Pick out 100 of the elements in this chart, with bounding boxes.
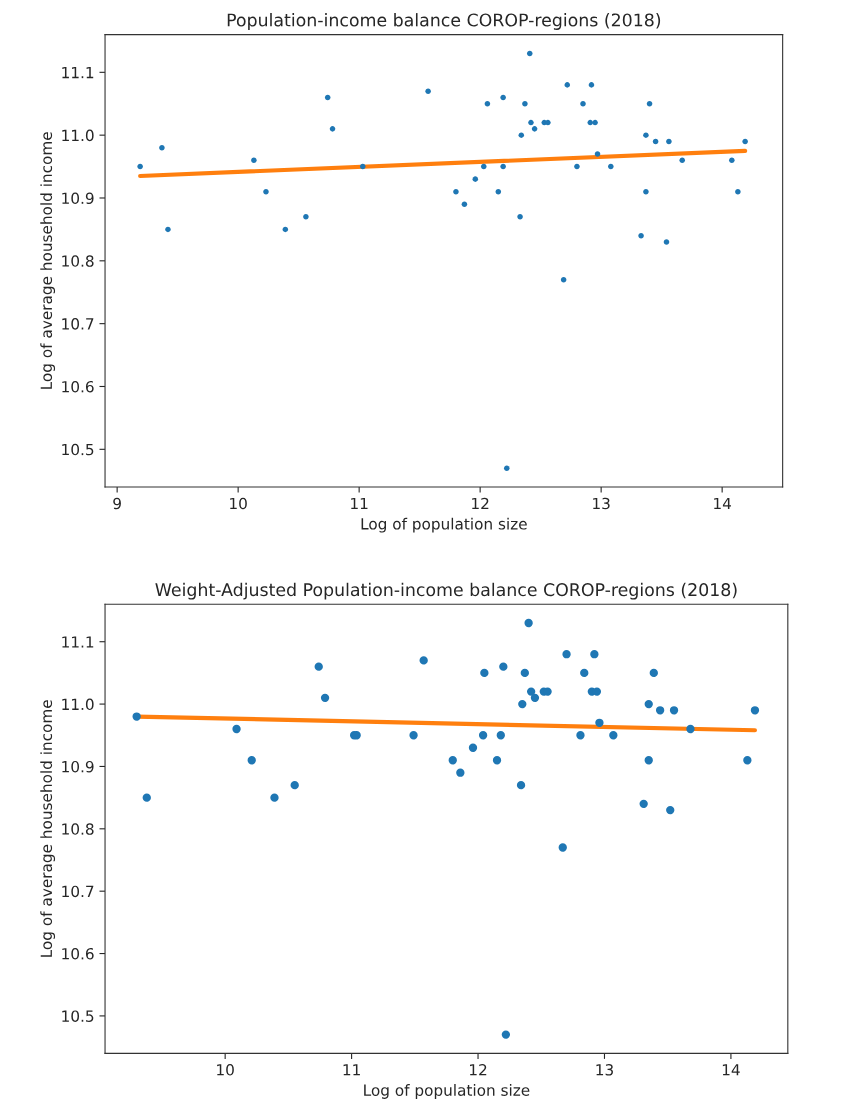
point — [159, 144, 165, 151]
point — [638, 232, 644, 239]
point — [743, 756, 752, 765]
point — [530, 693, 540, 703]
point — [587, 119, 594, 126]
point — [468, 743, 478, 752]
point — [663, 239, 670, 245]
y-tick-label: 10.7 — [62, 885, 94, 898]
y-tick-label: 10.9 — [62, 192, 94, 205]
x-tick-label: 13 — [593, 497, 610, 510]
x-axis-title: Log of population size — [364, 1084, 530, 1099]
x-axis-title: Log of population size — [361, 517, 527, 533]
x-tick-label: 10 — [230, 497, 247, 510]
point — [496, 731, 505, 740]
point — [666, 138, 672, 145]
y-axis-title: Log of average household income — [40, 132, 56, 389]
point — [666, 805, 675, 815]
x-tick-label: 10 — [217, 1064, 234, 1076]
point — [669, 706, 679, 715]
point — [251, 157, 257, 164]
y-tick-label: 10.8 — [62, 255, 94, 267]
y-tick-label: 10.9 — [62, 760, 94, 773]
point — [595, 718, 604, 727]
point — [461, 201, 468, 208]
x-tick-label: 11 — [343, 1064, 360, 1076]
point — [518, 699, 527, 709]
x-tick-label: 14 — [714, 497, 732, 510]
point — [560, 276, 567, 283]
point — [247, 756, 256, 765]
x-tick-label: 12 — [470, 1064, 487, 1076]
point — [324, 94, 331, 101]
point — [679, 157, 685, 164]
x-tick-label: 13 — [596, 1064, 613, 1076]
point — [232, 724, 241, 734]
point — [165, 226, 171, 233]
point — [501, 1030, 511, 1039]
point — [360, 163, 366, 170]
point — [314, 662, 323, 671]
point — [649, 668, 658, 678]
point — [580, 100, 586, 107]
point — [282, 226, 289, 233]
point — [652, 138, 659, 145]
point — [644, 699, 653, 709]
point — [646, 100, 653, 107]
point — [270, 793, 279, 802]
point — [588, 82, 595, 88]
point — [500, 163, 506, 170]
point — [132, 712, 141, 721]
y-tick-label: 10.5 — [62, 443, 94, 456]
point — [608, 163, 614, 170]
point — [594, 151, 601, 157]
point — [609, 731, 618, 740]
point — [528, 119, 534, 126]
point — [531, 126, 538, 132]
point — [520, 668, 529, 678]
point — [518, 132, 525, 138]
x-tick-label: 11 — [351, 497, 368, 510]
x-tick-label: 14 — [722, 1064, 740, 1076]
y-tick-label: 11.0 — [62, 698, 94, 711]
point — [517, 214, 523, 220]
point — [425, 88, 431, 94]
point — [263, 188, 269, 195]
point — [495, 188, 502, 195]
point — [580, 668, 589, 678]
point — [290, 780, 299, 790]
point — [526, 50, 533, 57]
point — [492, 756, 502, 765]
point — [592, 119, 598, 126]
point — [499, 662, 508, 671]
y-tick-label: 10.5 — [62, 1010, 94, 1022]
point — [686, 724, 695, 734]
y-tick-label: 11.1 — [62, 66, 94, 79]
point — [481, 163, 487, 170]
point — [750, 706, 760, 715]
point — [562, 650, 571, 659]
point — [484, 100, 491, 107]
point — [742, 138, 748, 145]
y-tick-label: 10.6 — [62, 948, 94, 960]
point — [329, 126, 336, 132]
point — [137, 163, 143, 170]
point — [456, 768, 465, 777]
point — [644, 756, 653, 765]
point — [735, 188, 741, 195]
point — [303, 214, 309, 220]
point — [142, 793, 151, 802]
point — [564, 82, 571, 88]
point — [524, 618, 533, 628]
y-tick-label: 10.7 — [62, 318, 94, 330]
point — [526, 687, 536, 696]
point — [516, 780, 526, 790]
chart-title: Weight-Adjusted Population-income balance COROP-regions (2018) — [155, 582, 737, 600]
y-axis-title: Log of average household income — [40, 700, 56, 957]
point — [448, 756, 457, 765]
point — [522, 100, 528, 107]
point — [472, 176, 479, 182]
point — [590, 650, 599, 659]
point — [655, 706, 665, 715]
point — [729, 157, 735, 164]
y-tick-label: 11.1 — [62, 636, 94, 648]
point — [478, 731, 488, 740]
